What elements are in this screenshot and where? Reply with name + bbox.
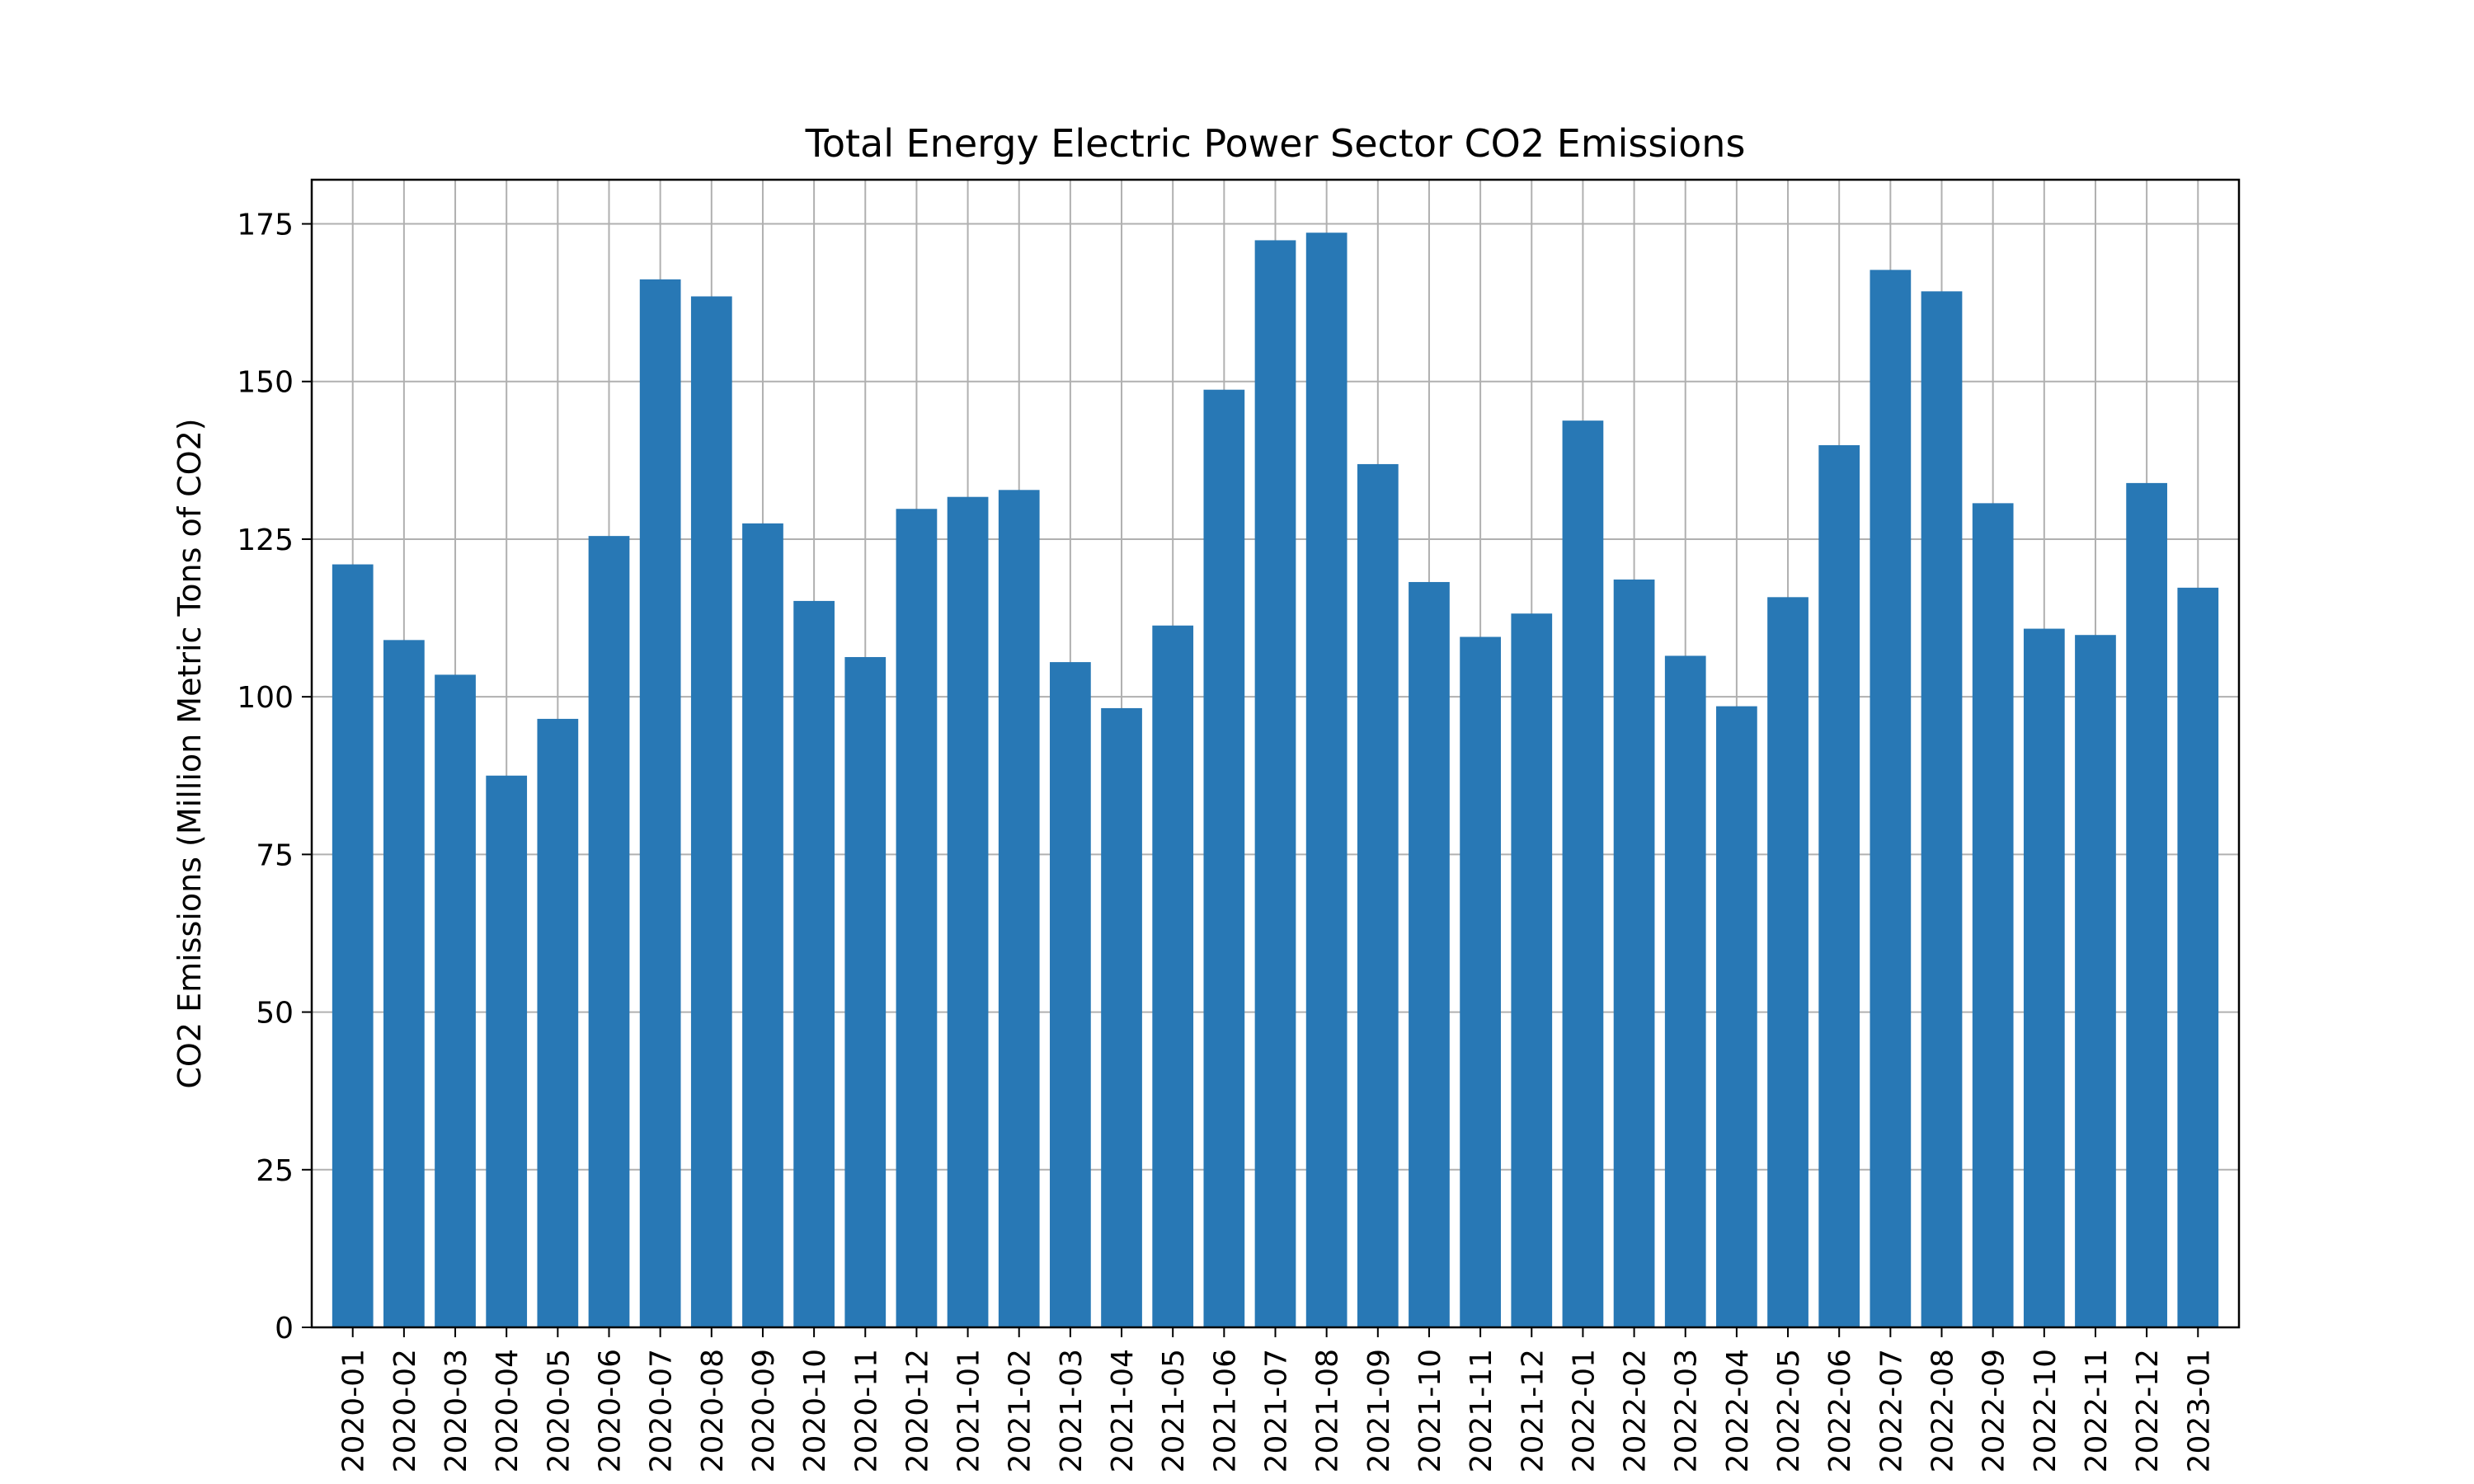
y-tick-label: 100: [237, 681, 294, 715]
y-tick-label: 25: [256, 1154, 294, 1188]
bar: [332, 564, 374, 1327]
bar: [947, 496, 989, 1327]
bar: [1613, 579, 1655, 1327]
bar: [435, 674, 476, 1327]
chart-title: Total Energy Electric Power Sector CO2 E…: [805, 121, 1746, 166]
bar: [1716, 706, 1757, 1327]
bar: [1664, 655, 1706, 1327]
x-tick-label: 2022-01: [1567, 1349, 1601, 1472]
bars: [332, 232, 2219, 1328]
x-tick-label: 2022-08: [1926, 1349, 1960, 1472]
bar: [537, 718, 579, 1327]
bar: [2075, 635, 2116, 1327]
bar: [1305, 232, 1348, 1328]
bar: [1460, 636, 1501, 1327]
y-tick-label: 0: [275, 1312, 294, 1345]
bar: [1562, 420, 1604, 1328]
bar: [639, 279, 681, 1327]
x-tick-label: 2020-12: [901, 1349, 934, 1472]
x-tick-label: 2021-06: [1208, 1349, 1242, 1472]
bar: [844, 656, 887, 1327]
x-tick-label: 2022-02: [1619, 1349, 1653, 1472]
x-tick-label: 2021-05: [1157, 1349, 1191, 1472]
bar: [1921, 291, 1963, 1327]
x-tick-label: 2022-05: [1772, 1349, 1806, 1472]
bar: [742, 523, 783, 1327]
bar: [1357, 463, 1399, 1327]
x-tick-label: 2021-01: [952, 1349, 986, 1472]
bar: [1203, 389, 1245, 1327]
x-tick-label: 2021-08: [1311, 1349, 1345, 1472]
bar: [1254, 240, 1296, 1327]
x-tick-label: 2020-11: [849, 1349, 883, 1472]
x-tick-label: 2020-06: [593, 1349, 627, 1472]
x-tick-label: 2021-12: [1516, 1349, 1550, 1472]
x-tick-label: 2020-04: [491, 1349, 524, 1472]
bar: [2023, 628, 2065, 1327]
x-tick-label: 2022-07: [1874, 1349, 1908, 1472]
bar: [2126, 482, 2167, 1327]
x-tick-label: 2021-11: [1465, 1349, 1498, 1472]
y-tick-label: 150: [237, 366, 294, 400]
bar: [2177, 587, 2219, 1327]
x-tick-label: 2022-06: [1823, 1349, 1857, 1472]
x-tick-label: 2020-02: [388, 1349, 422, 1472]
bar: [896, 509, 938, 1327]
bar: [1152, 625, 1194, 1327]
bar: [486, 775, 528, 1327]
bar: [1818, 444, 1860, 1327]
x-tick-label: 2022-09: [1978, 1349, 2011, 1472]
bar: [1511, 613, 1553, 1327]
x-tick-label: 2022-12: [2131, 1349, 2165, 1472]
x-tick-label: 2020-03: [440, 1349, 473, 1472]
bar: [1050, 662, 1091, 1327]
bar: [1767, 597, 1808, 1327]
x-tick-label: 2022-11: [2080, 1349, 2114, 1472]
y-tick-label: 125: [237, 524, 294, 557]
x-tick-label: 2020-08: [696, 1349, 730, 1472]
axis-ticks: 0 25 50 75 100 125 150 175 2020-01 2020-02 2020-03…: [237, 209, 2216, 1473]
bar: [998, 490, 1040, 1327]
bar: [1101, 707, 1142, 1327]
x-tick-label: 2021-09: [1362, 1349, 1396, 1472]
x-tick-label: 2023-01: [2182, 1349, 2216, 1472]
bar: [690, 296, 732, 1327]
x-tick-label: 2020-09: [747, 1349, 781, 1472]
x-tick-label: 2021-03: [1055, 1349, 1089, 1472]
x-tick-label: 2020-10: [798, 1349, 832, 1472]
x-tick-label: 2021-02: [1004, 1349, 1037, 1472]
x-tick-label: 2022-04: [1721, 1349, 1755, 1472]
y-tick-label: 175: [237, 209, 294, 242]
y-tick-label: 75: [256, 838, 294, 872]
x-tick-label: 2022-03: [1670, 1349, 1704, 1472]
bar: [588, 536, 630, 1327]
x-tick-label: 2020-07: [645, 1349, 679, 1472]
x-tick-label: 2020-01: [337, 1349, 371, 1472]
x-tick-label: 2020-05: [542, 1349, 576, 1472]
x-tick-label: 2021-10: [1413, 1349, 1447, 1472]
y-axis-label: CO2 Emissions (Million Metric Tons of CO…: [172, 418, 208, 1088]
bar: [793, 600, 835, 1327]
bar: [383, 640, 425, 1327]
bar: [1870, 270, 1912, 1327]
x-tick-label: 2021-04: [1106, 1349, 1140, 1472]
bar: [1409, 581, 1450, 1327]
x-tick-label: 2022-10: [2029, 1349, 2062, 1472]
x-tick-label: 2021-07: [1260, 1349, 1294, 1472]
bar: [1972, 503, 2014, 1327]
y-tick-label: 50: [256, 997, 294, 1031]
